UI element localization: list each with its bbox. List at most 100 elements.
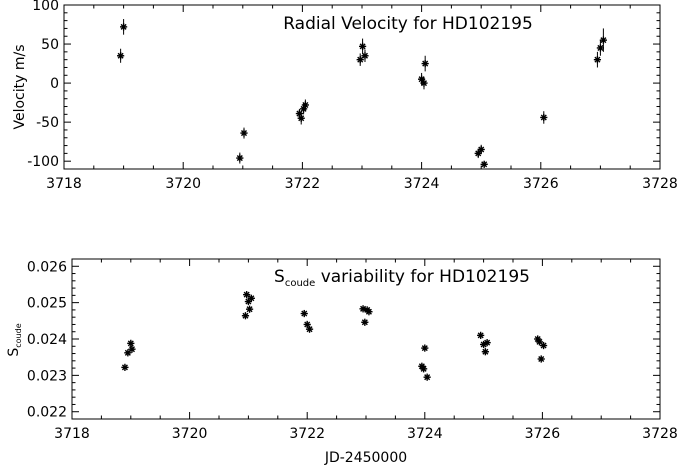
data-point	[240, 127, 248, 139]
data-point	[537, 355, 545, 363]
data-point	[480, 160, 488, 168]
data-point	[356, 53, 364, 66]
asterisk-stroke	[117, 52, 124, 59]
asterisk-stroke	[477, 332, 484, 339]
asterisk-stroke	[302, 101, 309, 108]
x-tick-label: 3722	[285, 176, 321, 192]
asterisk-stroke	[540, 342, 547, 349]
y-tick-label: 0	[50, 76, 59, 92]
data-point	[297, 111, 305, 125]
data-point	[117, 48, 125, 63]
x-tick-label: 3718	[54, 426, 90, 442]
asterisk-stroke	[301, 310, 308, 317]
rv-y-axis-label: Velocity m/s	[12, 44, 28, 129]
asterisk-stroke	[420, 80, 427, 87]
y-tick-label: 0.026	[27, 259, 67, 275]
s-coude-panel: Scoude variability for HD102195 Scoude J…	[6, 258, 678, 466]
data-point	[481, 348, 489, 356]
s-title-main: S	[274, 267, 285, 287]
asterisk-stroke	[306, 326, 313, 333]
asterisk-stroke	[304, 321, 311, 328]
data-point	[420, 365, 428, 373]
asterisk-stroke	[242, 312, 249, 319]
y-tick-label: 0.024	[27, 332, 67, 348]
x-tick-label: 3724	[404, 176, 440, 192]
s-title-rest: variability for HD102195	[315, 267, 530, 287]
x-tick-label: 3728	[642, 426, 678, 442]
y-tick-label: 100	[32, 0, 59, 14]
data-point	[483, 339, 491, 347]
radial-velocity-panel: Radial Velocity for HD102195 Velocity m/…	[12, 0, 678, 192]
data-point	[361, 49, 369, 63]
asterisk-stroke	[243, 291, 250, 298]
asterisk-stroke	[538, 355, 545, 363]
asterisk-stroke	[422, 60, 429, 67]
s-x-axis-label: JD-2450000	[324, 450, 407, 466]
asterisk-stroke	[296, 110, 303, 117]
asterisk-stroke	[361, 319, 368, 326]
x-tick-label: 3720	[165, 176, 201, 192]
data-point	[421, 344, 429, 352]
asterisk-stroke	[120, 23, 127, 30]
s-chart-title: Scoude variability for HD102195	[274, 267, 530, 289]
asterisk-stroke	[236, 155, 243, 162]
asterisk-stroke	[536, 338, 543, 345]
data-point	[361, 318, 369, 326]
s-title-subscript: coude	[285, 278, 315, 289]
data-point	[477, 144, 485, 155]
x-tick-label: 3726	[523, 176, 559, 192]
data-point	[474, 148, 482, 159]
asterisk-stroke	[246, 306, 253, 313]
asterisk-stroke	[248, 295, 255, 302]
data-point	[247, 294, 255, 302]
x-tick-label: 3726	[525, 426, 561, 442]
asterisk-stroke	[534, 335, 541, 343]
s-data-markers	[121, 291, 548, 381]
asterisk-stroke	[597, 44, 604, 51]
data-point	[365, 308, 373, 316]
y-tick-label: -50	[36, 115, 59, 131]
asterisk-stroke	[128, 346, 135, 353]
asterisk-stroke	[478, 146, 485, 153]
data-point	[596, 40, 604, 56]
data-point	[420, 76, 428, 90]
data-point	[358, 38, 367, 55]
y-tick-label: 0.022	[27, 405, 67, 421]
data-point	[241, 312, 250, 320]
asterisk-stroke	[365, 308, 372, 315]
s-ylabel-subscript: coude	[14, 323, 23, 347]
asterisk-stroke	[481, 161, 488, 168]
data-point	[540, 111, 548, 124]
rv-axis-ticks: 3718 3720 3722 3724 3726 3728 -100 -50 0 50 100	[27, 0, 678, 192]
x-tick-label: 3728	[642, 176, 678, 192]
asterisk-stroke	[360, 305, 367, 312]
rv-data-markers	[117, 19, 607, 168]
x-tick-label: 3720	[172, 426, 208, 442]
data-point	[593, 51, 602, 68]
s-y-axis-label: Scoude	[6, 323, 23, 356]
asterisk-stroke	[484, 339, 491, 346]
y-tick-label: 50	[41, 37, 59, 53]
data-point	[539, 341, 548, 350]
s-ylabel-main: S	[6, 348, 22, 357]
x-tick-label: 3724	[407, 426, 443, 442]
x-tick-label: 3722	[289, 426, 325, 442]
data-point	[423, 373, 431, 381]
asterisk-stroke	[594, 56, 601, 63]
x-tick-label: 3718	[46, 176, 82, 192]
y-tick-label: 0.025	[27, 296, 67, 312]
data-point	[477, 331, 485, 339]
data-point	[243, 291, 251, 299]
asterisk-stroke	[121, 364, 128, 371]
asterisk-stroke	[240, 130, 248, 137]
asterisk-stroke	[359, 43, 366, 50]
y-tick-label: 0.023	[27, 368, 67, 384]
s-axis-ticks: 3718 3720 3722 3724 3726 3728 0.022 0.023 0.024 0…	[27, 259, 678, 442]
asterisk-stroke	[357, 56, 364, 63]
data-point	[599, 28, 607, 52]
data-point	[305, 325, 314, 333]
data-point	[121, 363, 129, 371]
data-point	[128, 345, 136, 353]
asterisk-stroke	[420, 365, 427, 372]
